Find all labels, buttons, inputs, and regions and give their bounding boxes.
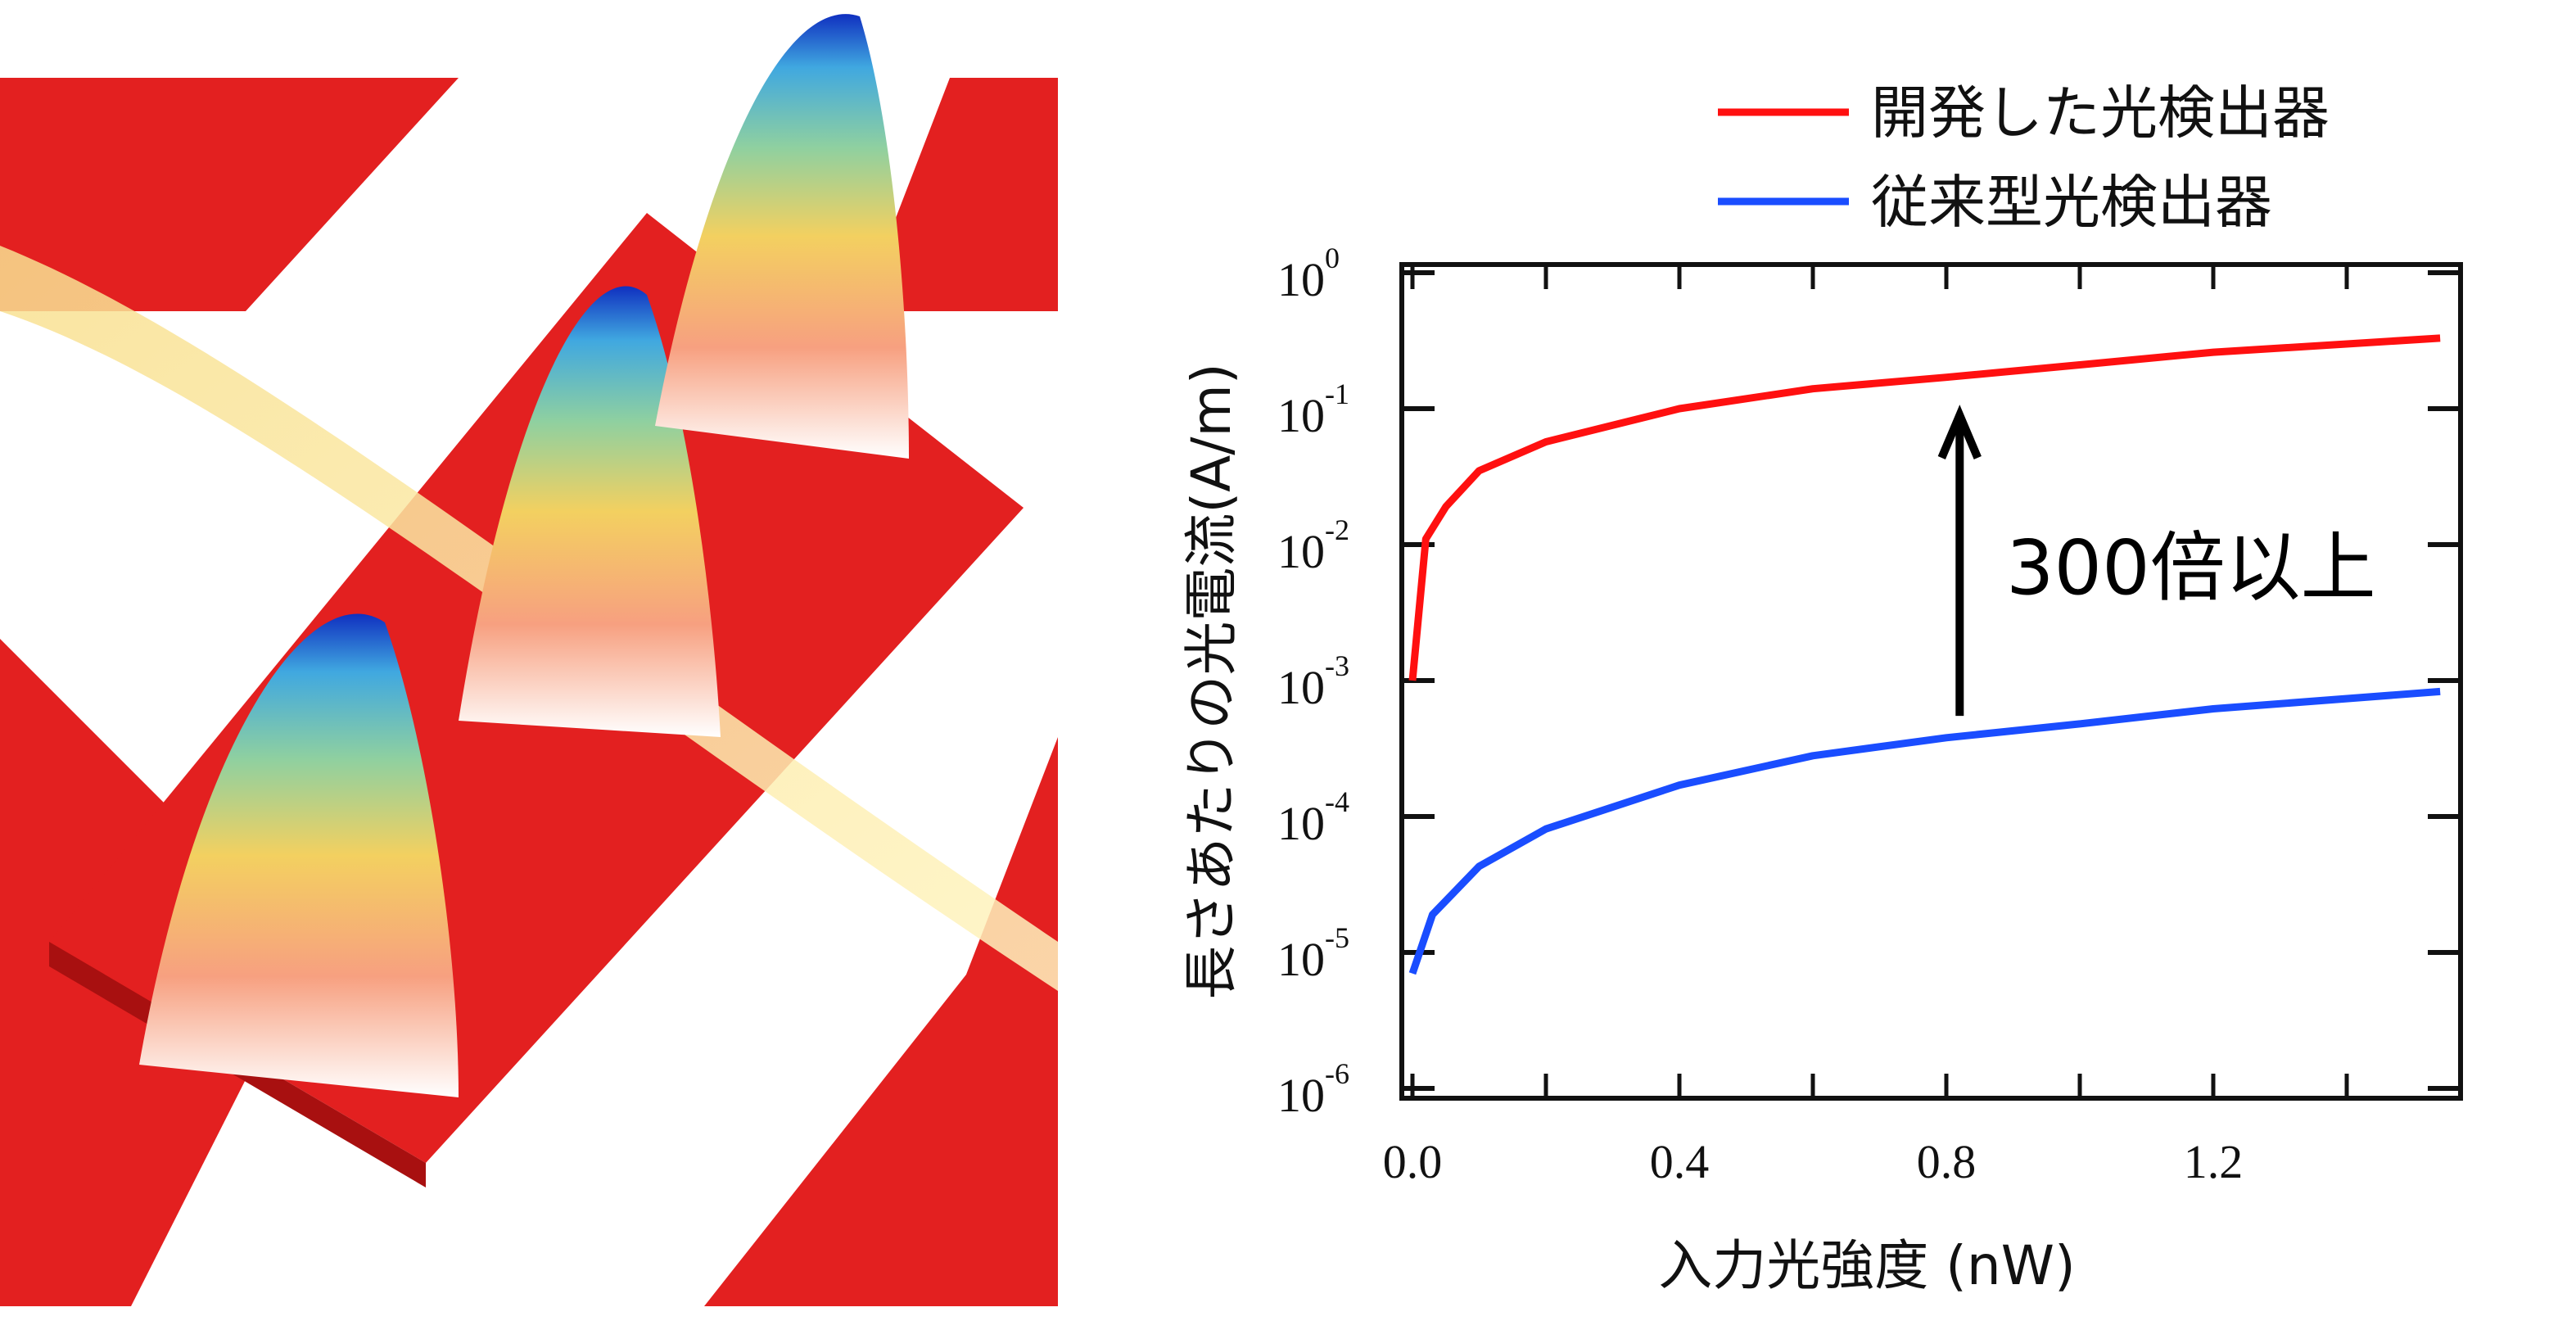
y-tick-label: 10-5: [1277, 921, 1349, 986]
x-tick-label: 0.8: [1917, 1135, 1977, 1188]
field-peak-1: [139, 613, 459, 1097]
y-tick-label: 10-4: [1277, 785, 1349, 850]
annotation-text: 300倍以上: [2006, 524, 2376, 612]
x-tick-label: 0.0: [1383, 1135, 1443, 1188]
y-tick-label: 100: [1277, 242, 1340, 306]
x-axis-title: 入力光強度 (nW): [1658, 1234, 2076, 1297]
plot-frame: [1399, 262, 2463, 1101]
y-tick-label: 10-6: [1277, 1057, 1349, 1122]
x-tick-label: 0.4: [1650, 1135, 1710, 1188]
y-tick-label: 10-3: [1277, 649, 1349, 714]
field-peak-3: [655, 14, 909, 459]
field-peak-2: [459, 286, 721, 737]
legend-label-developed: 開発した光検出器: [1871, 79, 2330, 147]
annotation-arrow-head: [1937, 405, 1982, 459]
y-tick-label: 10-1: [1277, 378, 1349, 442]
electrode-top-right: [860, 78, 1058, 311]
legend-label-conventional: 従来型光検出器: [1871, 169, 2272, 236]
legend: 開発した光検出器 従来型光検出器: [1718, 79, 2330, 236]
x-tick-label: 1.2: [2184, 1135, 2244, 1188]
x-tick-labels: 0.0 0.4 0.8 1.2: [1383, 1135, 2244, 1188]
axis-ticks: [1402, 265, 2461, 1098]
series-line-2: [1408, 687, 2441, 975]
y-tick-label: 10-2: [1277, 513, 1349, 578]
series-line-1: [1408, 334, 2441, 681]
y-tick-labels: 100 10-1 10-2 10-3 10-4 10-5 10-6: [1277, 242, 1349, 1122]
annotation: 300倍以上: [1937, 405, 2376, 717]
series-lines: [1408, 334, 2441, 975]
device-illustration: [0, 14, 1058, 1306]
y-axis-title: 長さあたりの光電流(A/m): [1180, 363, 1243, 999]
electrode-top-left: [0, 78, 459, 311]
electrode-bottom-right: [704, 737, 1058, 1306]
